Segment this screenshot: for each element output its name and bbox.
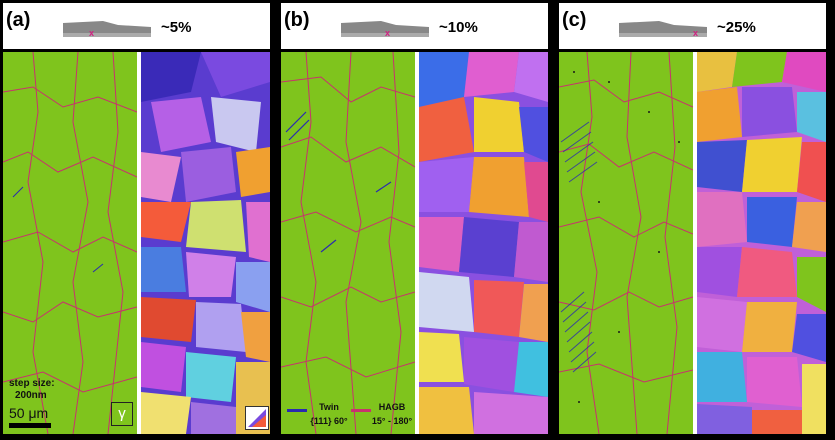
hagb-legend: HAGB 15° - 180° — [369, 402, 415, 426]
panel-c-strain: ~25% — [717, 19, 756, 36]
specimen-marker: x — [89, 28, 94, 38]
step-size-label: step size: — [9, 378, 55, 389]
twin-legend-swatch — [287, 409, 307, 412]
hagb-legend-title: HAGB — [378, 402, 406, 412]
phase-map — [559, 52, 693, 434]
specimen-icon: x — [341, 21, 429, 38]
phase-map: step size: 200nm 50 μm γ — [3, 52, 137, 434]
grain-boundary-network — [559, 52, 693, 434]
panel-b-strain: ~10% — [439, 19, 478, 36]
panel-a-header: (a) x ~5% — [3, 3, 270, 49]
specimen-icon: x — [619, 21, 707, 38]
panel-a-label: (a) — [6, 9, 31, 31]
ipf-map — [697, 52, 826, 434]
panel-c-label: (c) — [562, 9, 587, 31]
twin-legend-desc: {111} 60° — [310, 416, 348, 426]
divider — [415, 52, 419, 434]
panel-b: (b) x ~10% — [278, 0, 551, 440]
grain-boundary-network — [281, 52, 415, 434]
specimen-marker: x — [693, 28, 698, 38]
panel-a-strain: ~5% — [161, 19, 192, 36]
hagb-legend-desc: 15° - 180° — [371, 416, 413, 426]
panel-c-header: (c) x ~25% — [559, 3, 826, 49]
panel-b-label: (b) — [284, 9, 310, 31]
specimen-marker: x — [385, 28, 390, 38]
panel-a-maps: step size: 200nm 50 μm γ — [3, 52, 270, 434]
ipf-grains — [141, 52, 270, 434]
grain-boundary-network — [3, 52, 137, 434]
twin-legend-title: Twin — [319, 402, 339, 412]
twin-legend: Twin {111} 60° — [309, 402, 349, 426]
divider — [137, 52, 141, 434]
ipf-map — [419, 52, 548, 434]
ipf-map — [141, 52, 270, 434]
panel-c-maps — [559, 52, 826, 434]
scale-bar-label: 50 μm — [9, 405, 49, 421]
ipf-grains — [419, 52, 548, 434]
panel-b-header: (b) x ~10% — [281, 3, 548, 49]
ipf-grains — [697, 52, 826, 434]
panel-b-maps: Twin {111} 60° HAGB 15° - 180° — [281, 52, 548, 434]
specimen-icon: x — [63, 21, 151, 38]
ipf-color-key-icon — [245, 406, 269, 430]
scale-bar — [9, 423, 51, 428]
phase-map: Twin {111} 60° HAGB 15° - 180° — [281, 52, 415, 434]
step-size-value: 200nm — [15, 390, 47, 401]
panel-c: (c) x ~25% — [556, 0, 829, 440]
hagb-legend-swatch — [351, 409, 371, 412]
panel-a: (a) x ~5% — [0, 0, 273, 440]
divider — [693, 52, 697, 434]
phase-symbol: γ — [111, 402, 133, 426]
twin-swatch-line — [287, 409, 307, 412]
